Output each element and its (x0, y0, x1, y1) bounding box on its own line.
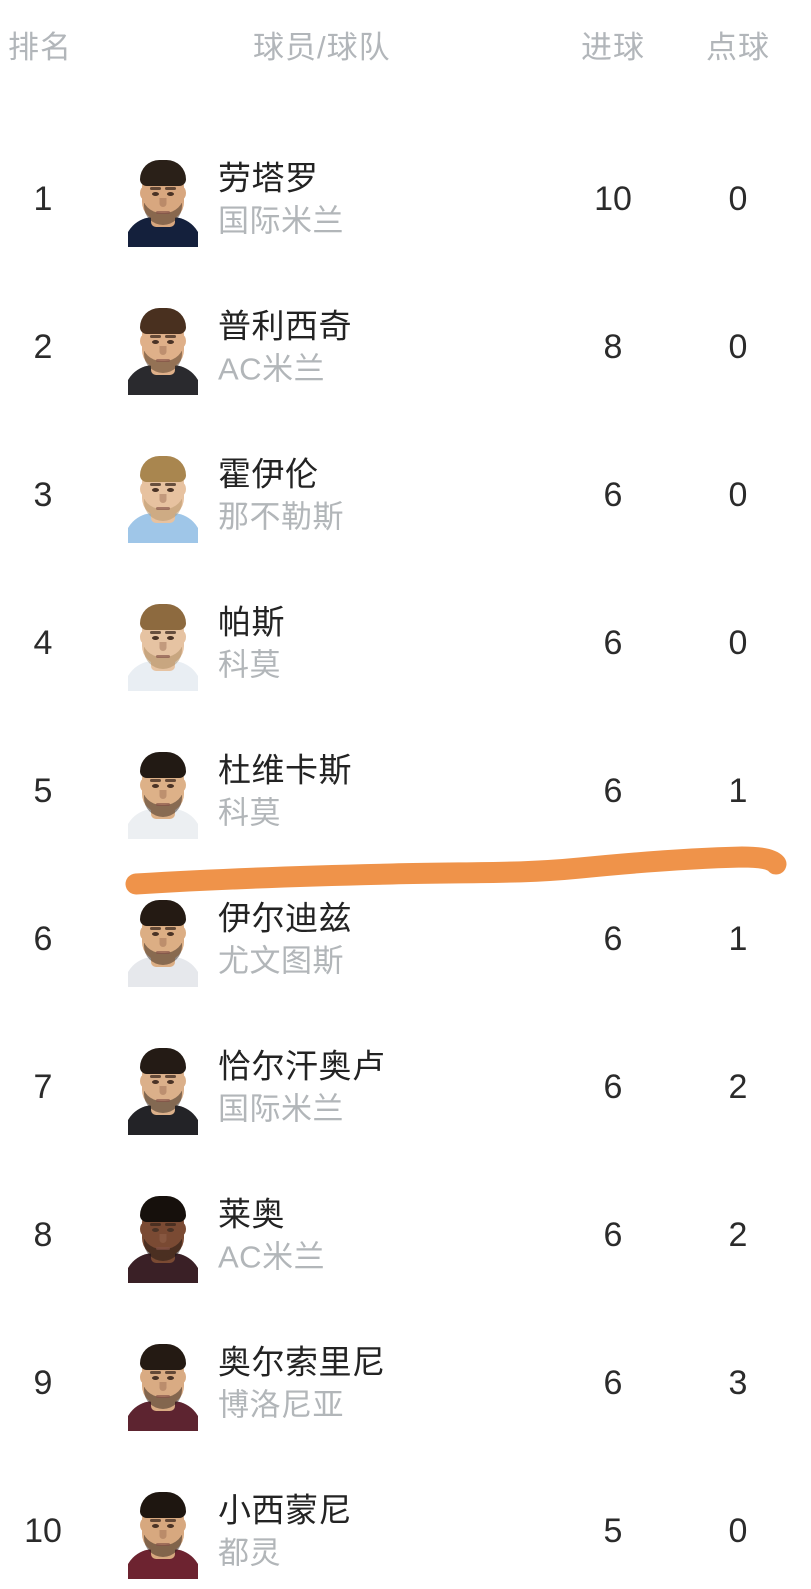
table-row[interactable]: 6 伊尔迪兹尤文图斯 6 1 (0, 865, 811, 1013)
goals-value: 8 (603, 328, 623, 366)
row-rank: 6 (33, 920, 53, 958)
player-avatar (128, 595, 198, 691)
row-rank: 10 (24, 1512, 62, 1550)
table-row[interactable]: 5 杜维卡斯科莫 6 1 (0, 717, 811, 865)
player-name: 霍伊伦 (218, 455, 319, 493)
column-header-player: 球员/球队 (253, 30, 391, 65)
penalties-value: 3 (728, 1364, 748, 1402)
player-avatar (128, 1483, 198, 1579)
penalties-value: 0 (728, 328, 748, 366)
player-identity: 杜维卡斯 科莫 (218, 748, 352, 833)
team-name: AC米兰 (218, 1239, 326, 1275)
team-name: 国际米兰 (218, 203, 344, 239)
player-avatar (128, 1187, 198, 1283)
row-rank: 5 (33, 772, 53, 810)
player-name: 小西蒙尼 (218, 1491, 352, 1529)
row-rank: 3 (33, 476, 53, 514)
column-header-rank: 排名 (8, 30, 72, 65)
player-name: 普利西奇 (218, 307, 352, 345)
column-header-penalties: 点球 (706, 30, 770, 65)
player-name: 伊尔迪兹 (218, 899, 352, 937)
player-avatar (128, 891, 198, 987)
player-name: 劳塔罗 (218, 159, 319, 197)
player-name: 恰尔汗奥卢 (218, 1047, 386, 1085)
penalties-value: 2 (728, 1216, 748, 1254)
team-name: 博洛尼亚 (218, 1387, 344, 1423)
player-identity: 伊尔迪兹 尤文图斯 (218, 896, 352, 981)
penalties-value: 0 (728, 1512, 748, 1550)
goals-value: 5 (603, 1512, 623, 1550)
goals-value: 6 (603, 1216, 623, 1254)
player-identity: 霍伊伦 那不勒斯 (218, 452, 344, 537)
team-name: 尤文图斯 (218, 943, 344, 979)
team-name: 那不勒斯 (218, 499, 344, 535)
player-avatar (128, 299, 198, 395)
player-avatar (128, 1335, 198, 1431)
table-row[interactable]: 2 普利西奇 AC米兰 8 0 (0, 273, 811, 421)
goals-value: 10 (594, 180, 632, 218)
player-identity: 帕斯 科莫 (218, 600, 285, 685)
penalties-value: 1 (728, 772, 748, 810)
goals-value: 6 (603, 476, 623, 514)
goals-value: 6 (603, 1364, 623, 1402)
table-row[interactable]: 9 奥尔索里尼博洛尼亚 6 3 (0, 1309, 811, 1457)
row-rank: 1 (33, 180, 53, 218)
player-avatar (128, 447, 198, 543)
row-rank: 7 (33, 1068, 53, 1106)
player-identity: 普利西奇 AC米兰 (218, 304, 352, 389)
penalties-value: 0 (728, 476, 748, 514)
column-header-goals: 进球 (581, 30, 645, 65)
player-name: 杜维卡斯 (218, 751, 352, 789)
table-row[interactable]: 8 莱奥 AC米兰 6 2 (0, 1161, 811, 1309)
team-name: 国际米兰 (218, 1091, 344, 1127)
player-name: 奥尔索里尼 (218, 1343, 386, 1381)
player-identity: 莱奥 AC米兰 (218, 1192, 325, 1277)
table-row[interactable]: 10 小西蒙尼都灵 5 0 (0, 1457, 811, 1589)
penalties-value: 1 (728, 920, 748, 958)
player-identity: 奥尔索里尼 博洛尼亚 (218, 1340, 386, 1425)
goals-value: 6 (603, 624, 623, 662)
team-name: 科莫 (218, 795, 281, 831)
table-header: 排名 球员/球队 进球 点球 (0, 0, 811, 100)
goals-value: 6 (603, 1068, 623, 1106)
player-identity: 恰尔汗奥卢 国际米兰 (218, 1044, 386, 1129)
goals-value: 6 (603, 772, 623, 810)
player-avatar (128, 743, 198, 839)
player-avatar (128, 151, 198, 247)
player-identity: 劳塔罗 国际米兰 (218, 156, 344, 241)
penalties-value: 0 (728, 180, 748, 218)
team-name: 科莫 (218, 647, 281, 683)
table-body: 1 劳塔罗 国际米兰 10 0 2 普利西奇 AC米兰 8 0 3 霍伊伦 那不勒斯 6 0 4 帕斯 科莫 6 0 5… (0, 125, 811, 1589)
row-rank: 9 (33, 1364, 53, 1402)
table-row[interactable]: 7 恰尔汗奥卢国际米兰 6 2 (0, 1013, 811, 1161)
table-row[interactable]: 1 劳塔罗国际米兰 10 0 (0, 125, 811, 273)
player-avatar (128, 1039, 198, 1135)
row-rank: 4 (33, 624, 53, 662)
player-name: 帕斯 (218, 603, 285, 641)
row-rank: 8 (33, 1216, 53, 1254)
player-name: 莱奥 (218, 1195, 285, 1233)
team-name: 都灵 (218, 1535, 281, 1571)
row-rank: 2 (33, 328, 53, 366)
penalties-value: 2 (728, 1068, 748, 1106)
goals-value: 6 (603, 920, 623, 958)
player-identity: 小西蒙尼 都灵 (218, 1488, 352, 1573)
table-row[interactable]: 4 帕斯科莫 6 0 (0, 569, 811, 717)
team-name: AC米兰 (218, 351, 326, 387)
penalties-value: 0 (728, 624, 748, 662)
table-row[interactable]: 3 霍伊伦那不勒斯 6 0 (0, 421, 811, 569)
